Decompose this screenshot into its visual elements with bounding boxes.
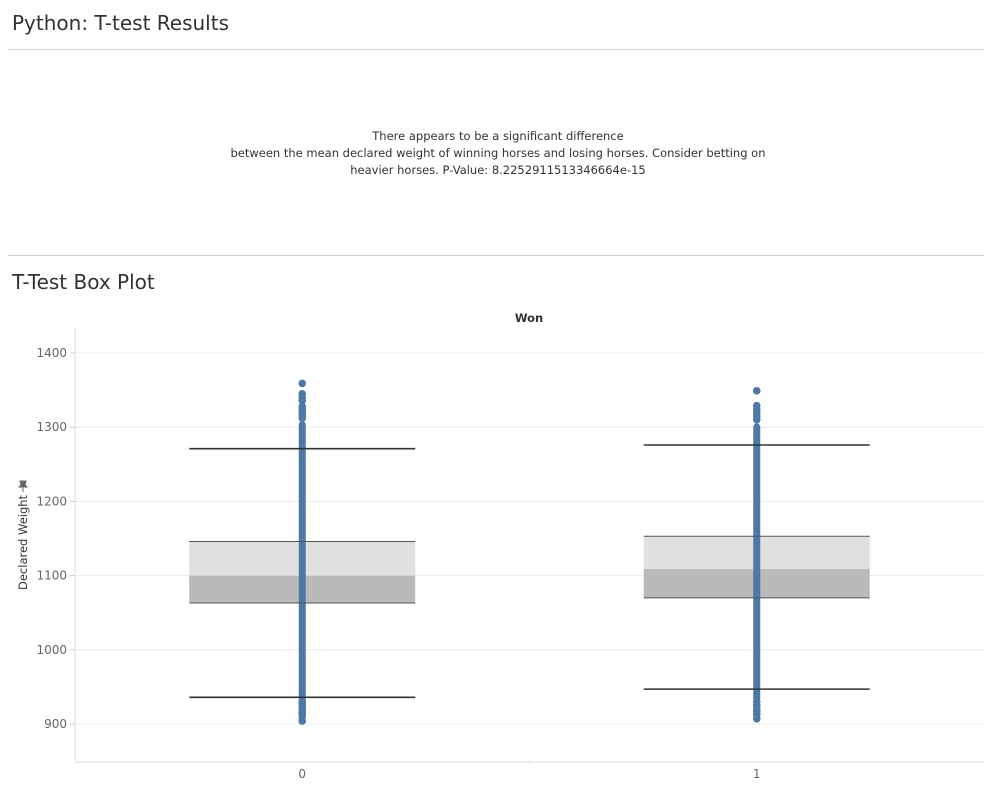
column-header: Won [515, 311, 543, 325]
point-band [298, 421, 306, 711]
whiskers [189, 444, 870, 699]
divider [8, 255, 984, 256]
point-band [753, 423, 761, 702]
x-tick-label: 0 [298, 767, 306, 781]
x-tick-label: 1 [753, 767, 761, 781]
result-line: between the mean declared weight of winn… [230, 146, 766, 160]
data-point [298, 390, 307, 398]
result-line: There appears to be a significant differ… [372, 129, 624, 143]
page-title: Python: T-test Results [12, 11, 230, 35]
data-point [752, 697, 761, 706]
result-message: There appears to be a significant differ… [200, 128, 796, 179]
y-axis-title-group: Declared Weight [16, 494, 30, 590]
chart-section-title: T-Test Box Plot [12, 270, 155, 294]
data-point [298, 379, 307, 388]
y-tick-label: 1200 [36, 494, 67, 508]
pin-icon[interactable] [17, 480, 29, 492]
data-point [298, 402, 307, 411]
box-plot-chart: Won 900 1000 1100 1200 1300 1400 0 1 Declared W… [16, 311, 984, 781]
y-tick-label: 1300 [36, 420, 67, 434]
data-point [752, 401, 761, 410]
data-point [298, 697, 307, 706]
result-line: heavier horses. P-Value: 8.2252911513346… [350, 163, 646, 177]
y-tick-label: 900 [44, 717, 67, 731]
boxes [189, 536, 870, 604]
divider [8, 49, 984, 50]
y-tick-label: 1000 [36, 643, 67, 657]
y-tick-label: 1400 [36, 346, 67, 360]
data-point [752, 387, 761, 395]
points [298, 379, 761, 725]
axes: 900 1000 1100 1200 1300 1400 0 1 [36, 328, 984, 781]
y-tick-label: 1100 [36, 569, 67, 583]
y-axis-title: Declared Weight [16, 494, 30, 590]
